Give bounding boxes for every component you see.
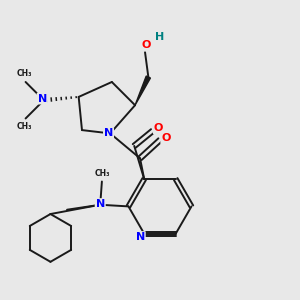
Text: CH₃: CH₃ [16, 69, 32, 78]
Text: O: O [142, 40, 152, 50]
Text: O: O [154, 123, 163, 133]
Text: N: N [38, 94, 47, 103]
Text: N: N [136, 232, 145, 242]
Text: O: O [161, 134, 171, 143]
Polygon shape [135, 76, 150, 105]
Text: CH₃: CH₃ [16, 122, 32, 131]
Text: CH₃: CH₃ [94, 169, 110, 178]
Text: N: N [104, 128, 113, 138]
Text: N: N [96, 199, 105, 209]
Text: H: H [155, 32, 165, 42]
